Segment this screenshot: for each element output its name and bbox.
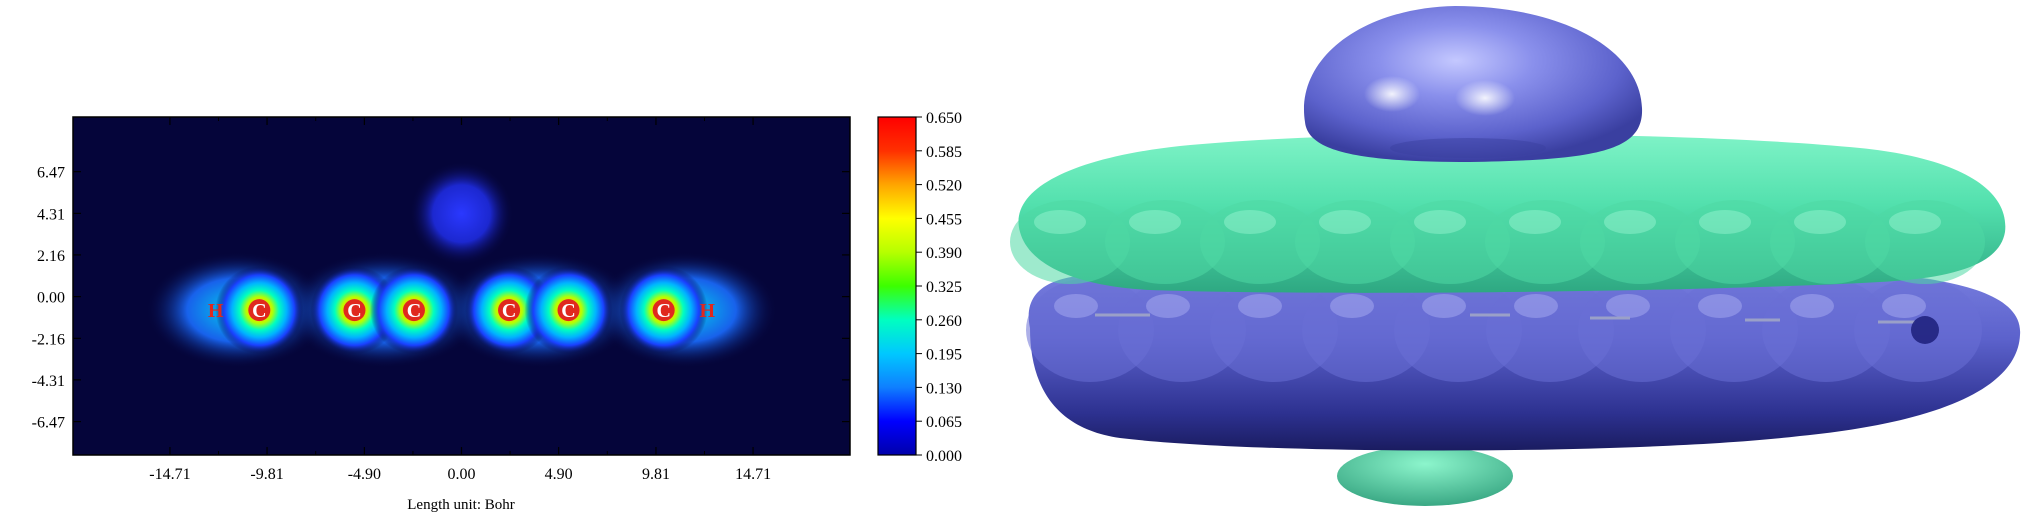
blue-highlight — [1330, 294, 1374, 318]
colorbar-ticks: 0.650 0.585 0.520 0.455 0.390 0.325 0.260 0.195… — [916, 110, 962, 465]
green-scallop — [1295, 200, 1415, 284]
colorbar-tick-label: 0.000 — [926, 448, 962, 465]
green-scallop — [1485, 200, 1605, 284]
blue-highlight — [1422, 294, 1466, 318]
isosurface-panel — [1000, 0, 2025, 519]
colorbar — [877, 116, 917, 456]
carbon-atom-marker — [498, 299, 521, 322]
x-tick-label: 0.00 — [448, 466, 476, 483]
carbon-label: C — [252, 300, 266, 322]
colorbar-tick-label: 0.065 — [926, 414, 962, 431]
blue-highlight — [1698, 294, 1742, 318]
density-layer — [145, 161, 778, 369]
green-bumps — [1010, 200, 1985, 284]
blue-highlight — [1606, 294, 1650, 318]
blue-scallop — [1302, 278, 1430, 382]
blue-bumps — [1026, 278, 1982, 382]
blue-scallop — [1210, 278, 1338, 382]
carbon-atom-marker — [652, 299, 675, 322]
green-highlight — [1414, 210, 1466, 234]
green-scallop — [1675, 200, 1795, 284]
carbon-atom-marker — [248, 299, 271, 322]
green-scallop — [1010, 200, 1130, 284]
blue-highlight — [1882, 294, 1926, 318]
green-highlight — [1129, 210, 1181, 234]
carbon-label: C — [656, 300, 670, 322]
blue-scallop — [1486, 278, 1614, 382]
isosurface-svg — [1010, 6, 2021, 506]
carbon-atom-marker — [343, 299, 366, 322]
green-scallop — [1580, 200, 1700, 284]
carbon-label: C — [407, 300, 421, 322]
colorbar-tick-label: 0.130 — [926, 380, 962, 397]
x-tick-label: 9.81 — [642, 466, 670, 483]
x-tick-label: -4.90 — [348, 466, 381, 483]
highlight — [1455, 80, 1515, 116]
x-tick-label: -9.81 — [250, 466, 283, 483]
blue-scallop — [1394, 278, 1522, 382]
y-tick-label: -2.16 — [32, 331, 65, 348]
green-scallop — [1105, 200, 1225, 284]
axis-layer: 6.47 4.31 2.16 0.00 -2.16 -4.31 -6.47 -14.71 -9.… — [32, 117, 850, 483]
y-tick-label: -4.31 — [32, 373, 65, 390]
blue-highlight — [1514, 294, 1558, 318]
colorbar-tick-label: 0.325 — [926, 279, 962, 296]
x-tick-label: -14.71 — [149, 466, 190, 483]
colorbar-tick-label: 0.455 — [926, 211, 962, 228]
colorbar-tick-label: 0.520 — [926, 178, 962, 195]
y-tick-label: 0.00 — [37, 290, 65, 307]
green-highlight — [1699, 210, 1751, 234]
blue-scallop — [1026, 278, 1154, 382]
blue-highlight — [1054, 294, 1098, 318]
carbon-label: C — [347, 300, 361, 322]
x-tick-label: 14.71 — [735, 466, 771, 483]
green-highlight — [1604, 210, 1656, 234]
blue-scallop — [1762, 278, 1890, 382]
y-tick-label: 6.47 — [37, 165, 65, 182]
x-axis-label: Length unit: Bohr — [407, 497, 515, 513]
bottom-green-lobe — [1337, 446, 1513, 506]
highlight — [1364, 76, 1420, 112]
green-scallop — [1865, 200, 1985, 284]
blue-scallop — [1118, 278, 1246, 382]
green-scallop — [1770, 200, 1890, 284]
carbon-atom-marker — [557, 299, 580, 322]
green-highlight — [1794, 210, 1846, 234]
atom-sphere — [1911, 316, 1939, 344]
hydrogen-label: H — [700, 300, 716, 322]
contour-map-svg: H C C C C C C H 6.47 4.31 2.16 0.00 -2.16 -4.31 -6.47… — [32, 110, 962, 513]
colorbar-tick-label: 0.195 — [926, 347, 962, 364]
carbon-label: C — [502, 300, 516, 322]
y-tick-label: -6.47 — [32, 415, 65, 432]
y-tick-label: 4.31 — [37, 206, 65, 223]
green-highlight — [1509, 210, 1561, 234]
green-scallop — [1390, 200, 1510, 284]
colorbar-tick-label: 0.585 — [926, 144, 962, 161]
blue-highlight — [1238, 294, 1282, 318]
y-tick-label: 2.16 — [37, 248, 65, 265]
blue-highlight — [1790, 294, 1834, 318]
metal-density — [409, 161, 514, 266]
carbon-atom-marker — [402, 299, 425, 322]
green-highlight — [1319, 210, 1371, 234]
blue-scallop — [1578, 278, 1706, 382]
green-highlight — [1889, 210, 1941, 234]
colorbar-tick-label: 0.390 — [926, 245, 962, 262]
x-tick-label: 4.90 — [545, 466, 573, 483]
green-scallop — [1200, 200, 1320, 284]
colorbar-tick-label: 0.260 — [926, 313, 962, 330]
colorbar-tick-label: 0.650 — [926, 110, 962, 127]
green-highlight — [1034, 210, 1086, 234]
blue-scallop — [1670, 278, 1798, 382]
blue-highlight — [1146, 294, 1190, 318]
contour-map-panel: H C C C C C C H 6.47 4.31 2.16 0.00 -2.16 -4.31 -6.47… — [0, 0, 1000, 519]
green-highlight — [1224, 210, 1276, 234]
dome-shadow — [1390, 138, 1546, 158]
molecular-skeleton — [1095, 313, 1939, 344]
carbon-label: C — [561, 300, 575, 322]
hydrogen-label: H — [208, 300, 224, 322]
